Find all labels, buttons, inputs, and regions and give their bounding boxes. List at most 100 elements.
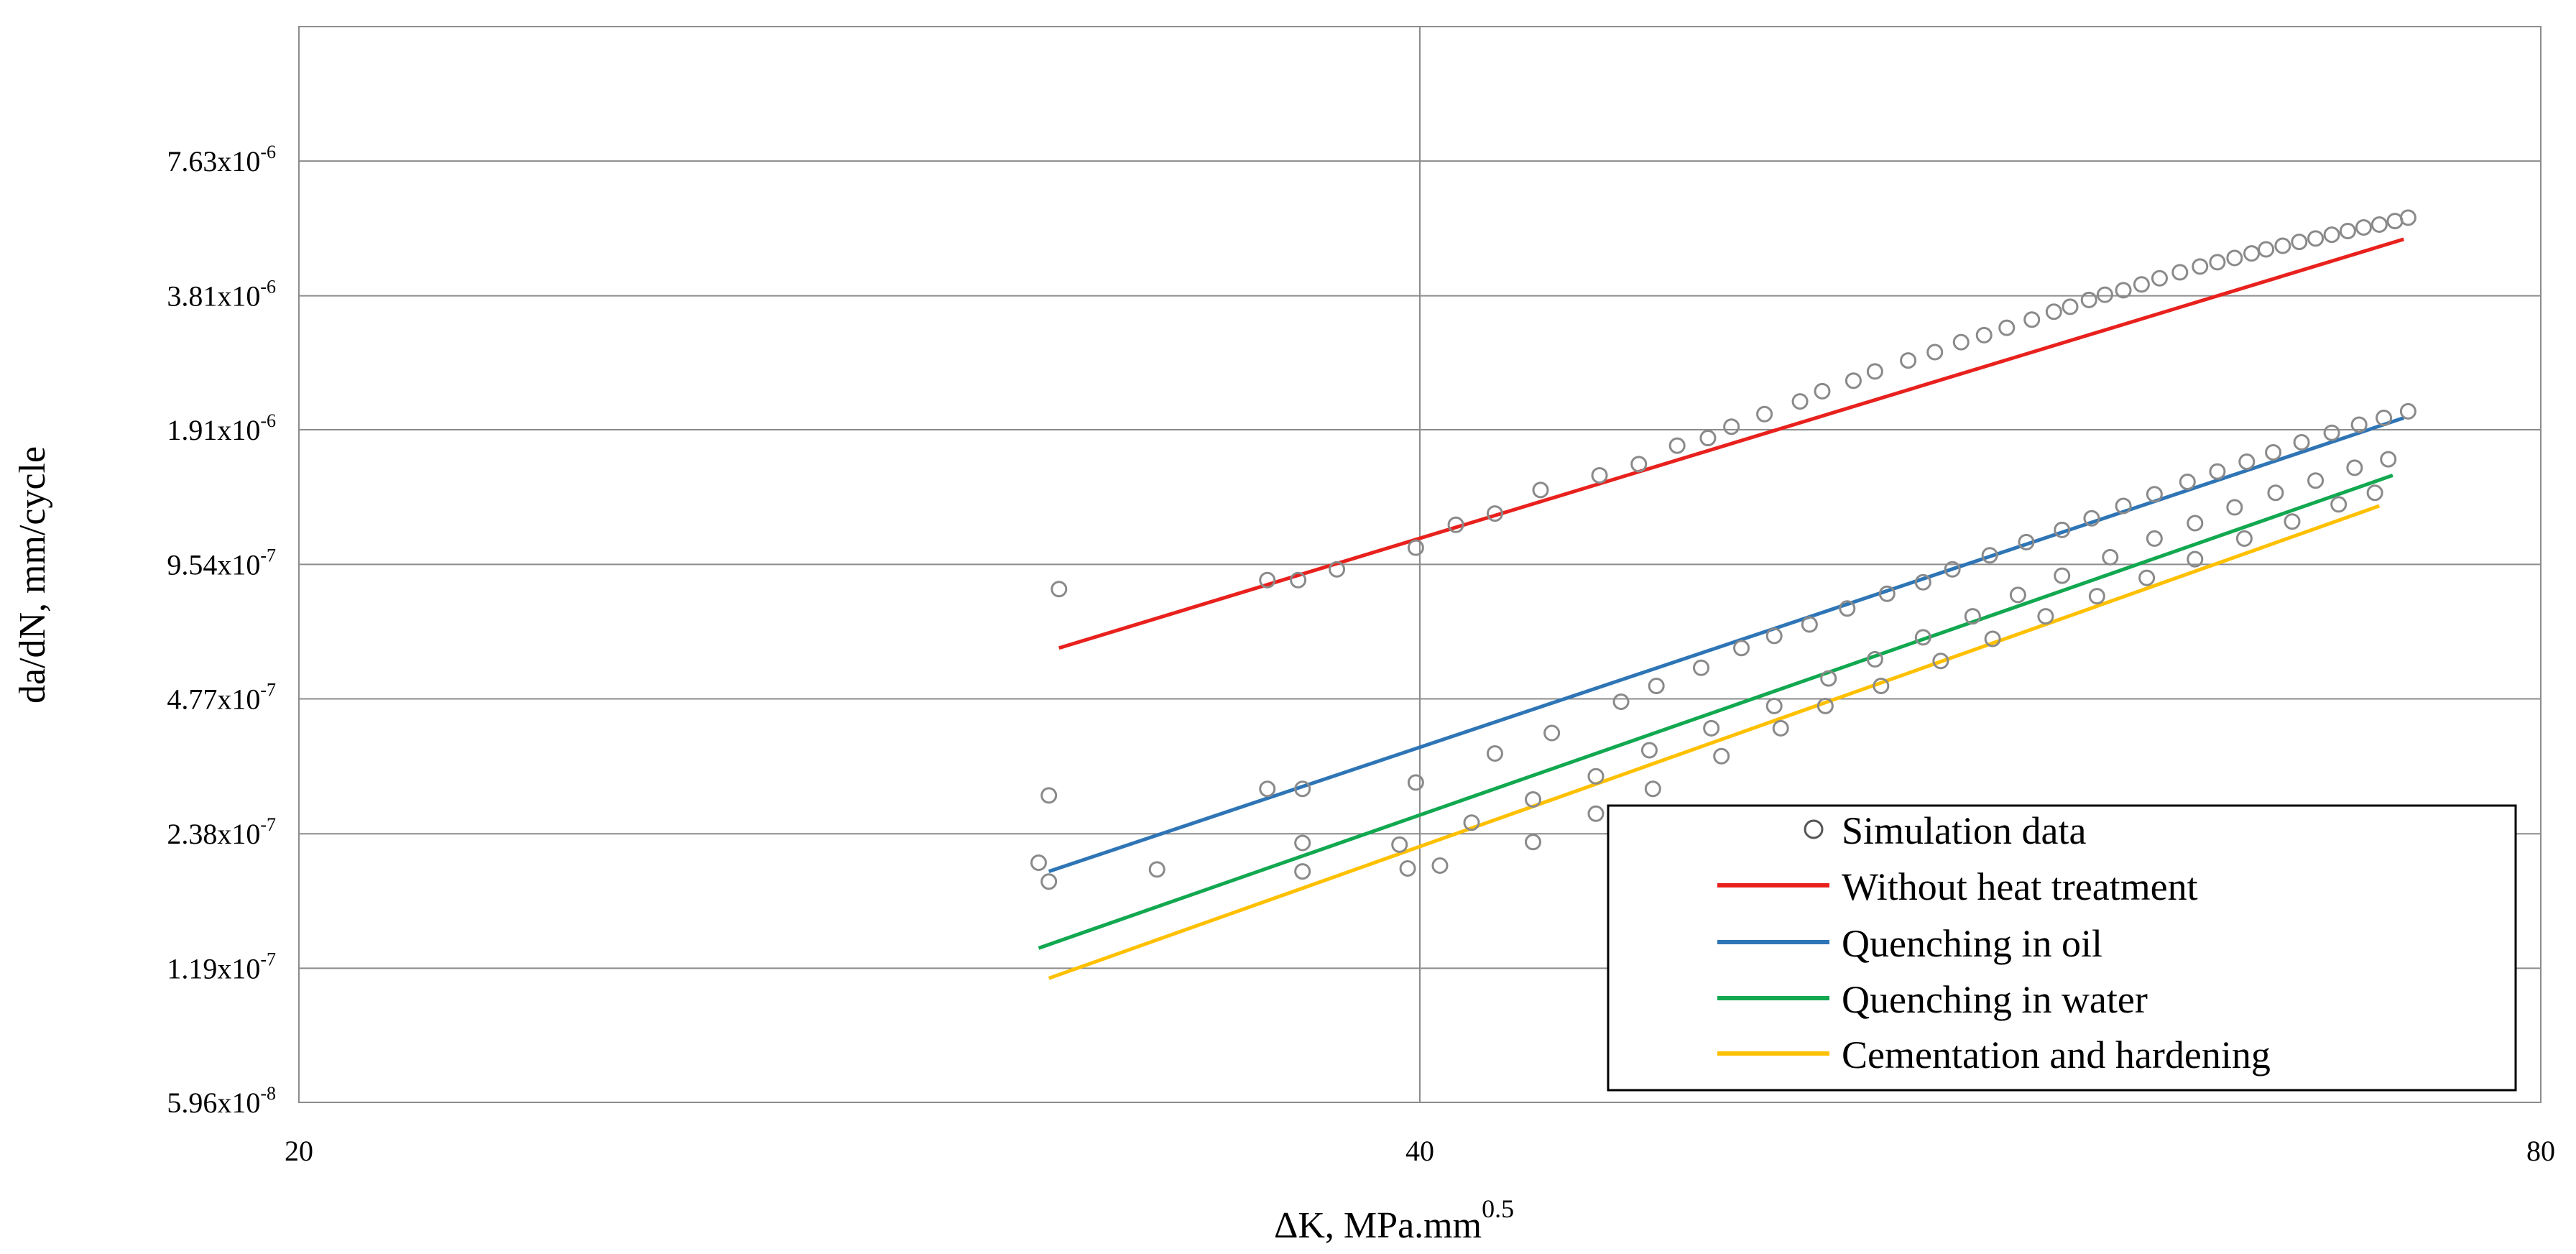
data-point: [2258, 241, 2275, 258]
data-point: [1693, 659, 1709, 676]
data-point: [1820, 670, 1837, 687]
data-point: [2274, 237, 2291, 254]
data-point: [1486, 744, 1503, 762]
data-point: [2209, 254, 2226, 271]
y-axis-ticks: 5.96x10-81.19x10-72.38x10-74.77x10-79.54…: [167, 142, 276, 1119]
data-point: [1259, 780, 1276, 798]
data-point: [1814, 382, 1831, 400]
data-point: [2133, 276, 2150, 293]
y-tick-exponent: -6: [260, 410, 276, 431]
x-tick-label: 40: [1405, 1135, 1434, 1167]
data-point: [1329, 561, 1346, 578]
fit-lines: [1038, 237, 2405, 980]
legend-label: Quenching in water: [1842, 978, 2148, 1021]
data-point: [1816, 697, 1834, 714]
y-tick-label: 1.91x10-6: [167, 410, 276, 446]
data-point: [1294, 834, 1311, 852]
data-point: [1668, 437, 1686, 454]
data-point: [2045, 303, 2062, 321]
x-axis-title: ΔK, MPa.mm0.5: [1274, 1194, 1514, 1246]
fit-line-quenching-in-oil: [1048, 416, 2405, 873]
data-point: [1723, 418, 1740, 435]
data-point: [1290, 571, 1307, 589]
data-point: [1587, 767, 1605, 785]
data-point: [2307, 230, 2325, 247]
data-point: [2187, 515, 2204, 532]
data-point: [1932, 653, 1949, 670]
data-point: [1981, 547, 1998, 564]
data-point: [2339, 222, 2356, 239]
data-point: [1944, 561, 1961, 578]
data-point: [1699, 430, 1717, 447]
data-point: [1914, 629, 1931, 646]
data-point: [2366, 484, 2383, 502]
y-tick-base: 2.38x10: [167, 818, 260, 850]
data-point: [2380, 451, 2397, 468]
data-point: [1644, 780, 1661, 798]
data-point: [2209, 463, 2226, 480]
data-point: [2376, 410, 2393, 427]
data-point: [2307, 472, 2325, 489]
y-tick-exponent: -7: [260, 680, 276, 701]
data-point: [1878, 585, 1896, 602]
data-point: [1733, 640, 1750, 657]
simulation-points: [1030, 209, 2416, 890]
data-point: [1612, 693, 1630, 711]
data-point: [1975, 326, 1993, 344]
y-tick-base: 1.91x10: [167, 414, 260, 446]
data-point: [1463, 814, 1480, 831]
data-point: [1407, 774, 1424, 791]
legend-marker-icon: [1804, 819, 1824, 839]
data-point: [1040, 787, 1058, 804]
data-point: [1845, 372, 1862, 389]
data-point: [1640, 742, 1658, 759]
y-tick-label: 5.96x10-8: [167, 1083, 276, 1119]
data-point: [1998, 319, 2016, 336]
legend-label: Quenching in oil: [1842, 922, 2102, 965]
y-tick-label: 1.19x10-7: [167, 949, 276, 985]
y-tick-exponent: -7: [260, 545, 276, 566]
x-axis-ticks: 20 40 80: [285, 1135, 2555, 1167]
data-point: [1914, 573, 1931, 591]
data-point: [1431, 857, 1449, 874]
data-point: [2226, 499, 2243, 516]
data-point: [1525, 791, 1542, 808]
y-tick-base: 1.19x10: [167, 952, 260, 985]
y-tick-exponent: -6: [260, 277, 276, 298]
data-point: [2370, 216, 2388, 233]
data-point: [1839, 600, 1856, 617]
data-point: [2115, 497, 2132, 515]
data-point: [2171, 264, 2189, 281]
data-point: [1294, 863, 1311, 880]
legend: Simulation data Without heat treatment Que…: [1607, 804, 2517, 1092]
fit-line-quenching-in-water: [1038, 474, 2393, 950]
data-point: [2235, 530, 2253, 547]
data-point: [1873, 677, 1890, 694]
data-point: [2102, 548, 2119, 566]
data-point: [1259, 571, 1276, 589]
data-point: [1051, 581, 1068, 598]
data-point: [2323, 424, 2340, 441]
data-point: [2080, 291, 2097, 308]
data-point: [1648, 677, 1665, 694]
data-point: [1391, 836, 1408, 853]
y-tick-base: 3.81x10: [167, 280, 260, 313]
y-tick-label: 9.54x10-7: [167, 545, 276, 581]
data-point: [1756, 405, 1773, 423]
data-point: [2088, 588, 2105, 605]
data-point: [2151, 269, 2168, 287]
data-point: [1926, 344, 1944, 361]
data-point: [1703, 719, 1720, 737]
data-point: [2265, 443, 2282, 461]
y-tick-label: 4.77x10-7: [167, 680, 276, 716]
data-point: [2284, 513, 2301, 530]
data-point: [2399, 209, 2416, 226]
data-point: [2355, 218, 2372, 236]
data-point: [1964, 608, 1981, 625]
data-point: [2138, 569, 2156, 586]
data-point: [1543, 724, 1561, 742]
data-point: [1148, 861, 1165, 878]
data-point: [1486, 505, 1503, 522]
y-tick-label: 2.38x10-7: [167, 814, 276, 850]
y-tick-base: 5.96x10: [167, 1087, 260, 1119]
